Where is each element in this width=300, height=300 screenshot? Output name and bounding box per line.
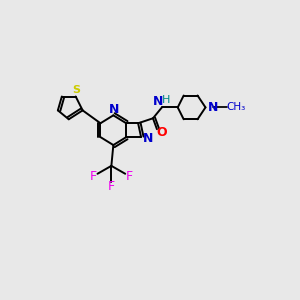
Text: H: H <box>162 95 170 106</box>
Text: N: N <box>208 101 219 114</box>
Text: F: F <box>108 180 115 193</box>
Text: N: N <box>109 103 119 116</box>
Text: N: N <box>143 132 153 145</box>
Text: F: F <box>126 170 133 183</box>
Text: N: N <box>153 95 163 108</box>
Text: F: F <box>90 170 97 183</box>
Text: O: O <box>157 126 167 139</box>
Text: CH₃: CH₃ <box>226 102 246 112</box>
Text: S: S <box>73 85 81 94</box>
